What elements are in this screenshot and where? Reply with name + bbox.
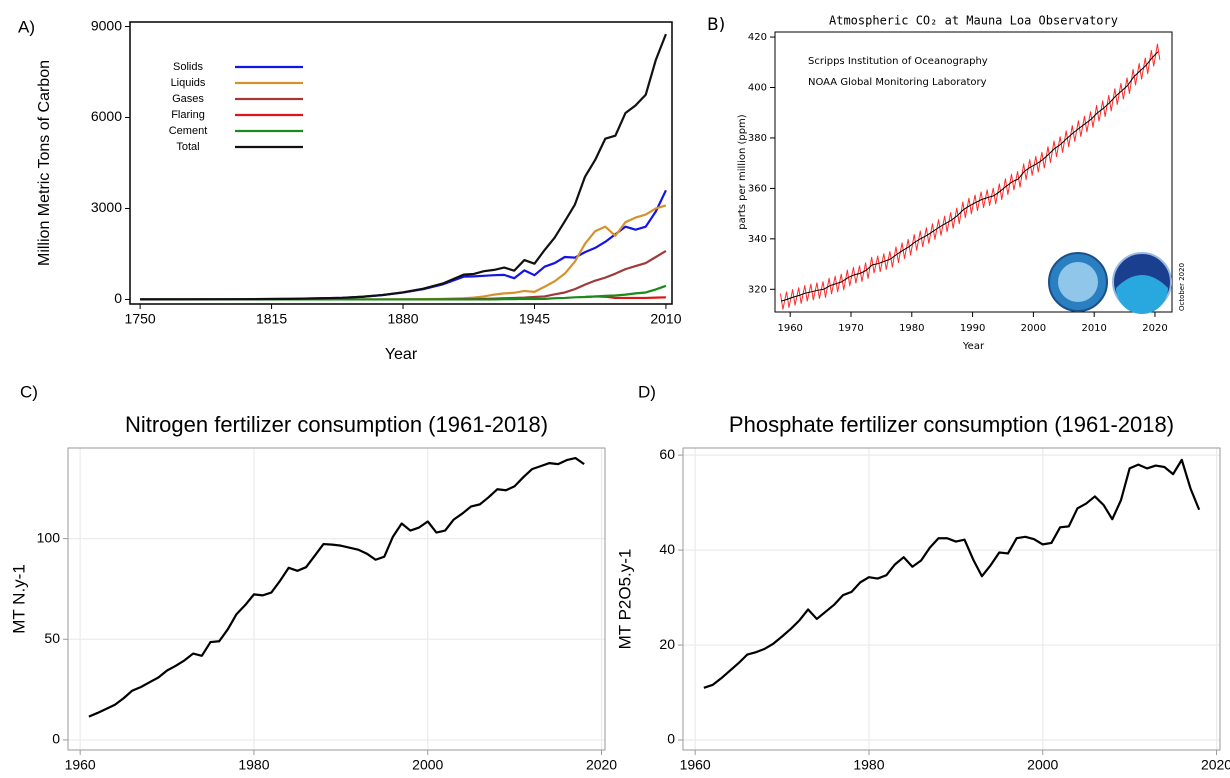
y-tick-label: 400 (748, 82, 767, 93)
data-line (779, 43, 1161, 310)
noaa-logos (1048, 252, 1172, 314)
legend-label: Solids (173, 61, 203, 73)
legend-label: Flaring (171, 109, 205, 121)
y-axis-label: parts per million (ppm) (737, 114, 748, 230)
y-tick-label: 0 (52, 731, 60, 747)
x-tick-label: 2010 (1081, 323, 1106, 334)
y-tick-label: 0 (667, 731, 675, 747)
y-tick-label: 100 (37, 529, 61, 545)
annotation: NOAA Global Monitoring Laboratory (808, 77, 987, 88)
y-tick-label: 320 (748, 284, 767, 295)
x-tick-label: 2010 (650, 311, 681, 327)
annotation: Scripps Institution of Oceanography (808, 56, 988, 67)
x-tick-label: 1880 (387, 311, 418, 327)
panel: C) Nitrogen fertilizer consumption (1961-… (9, 382, 617, 772)
noaa-logo-wave (1116, 275, 1168, 314)
plot-frame (67, 447, 606, 751)
y-axis-label: MT N.y-1 (9, 564, 28, 634)
y-tick-label: 60 (659, 446, 675, 462)
panel: A) 1750 1815 1880 1945 2010 0 3000 6000 9000 Milli… (18, 17, 682, 363)
legend-label: Liquids (171, 77, 206, 89)
y-tick-label: 40 (659, 541, 675, 557)
x-tick-label: 1945 (519, 311, 550, 327)
y-tick-label: 50 (44, 630, 60, 646)
x-tick-label: 2020 (586, 757, 617, 773)
y-tick-label: 360 (748, 183, 767, 194)
legend-label: Cement (169, 125, 208, 137)
panel-label: B) (707, 15, 725, 35)
plot-frame (129, 21, 673, 305)
x-tick-label: 1960 (680, 757, 711, 773)
x-tick-label: 2000 (1021, 323, 1046, 334)
x-tick-label: 1815 (256, 311, 287, 327)
x-tick-label: 2020 (1201, 757, 1230, 773)
data-line (703, 458, 1201, 689)
plot-frame (774, 31, 1173, 313)
scripps-logo-inner (1058, 262, 1098, 302)
chart-title: Atmospheric CO₂ at Mauna Loa Observatory (829, 14, 1118, 28)
data-line (140, 284, 667, 301)
annotation: October 2020 (1178, 263, 1186, 311)
y-tick-label: 3000 (91, 199, 122, 215)
panel-label: C) (20, 382, 38, 401)
y-tick-label: 6000 (91, 108, 122, 124)
x-tick-label: 2000 (412, 757, 443, 773)
x-tick-label: 2020 (1142, 323, 1167, 334)
panel: D) Phosphate fertilizer consumption (1961… (615, 382, 1230, 772)
plot-frame (682, 447, 1221, 751)
x-tick-label: 1980 (899, 323, 924, 334)
x-tick-label: 1970 (838, 323, 863, 334)
y-tick-label: 9000 (91, 17, 122, 33)
chart-title: Phosphate fertilizer consumption (1961-2… (729, 412, 1174, 437)
x-tick-label: 1960 (777, 323, 802, 334)
x-tick-label: 1980 (238, 757, 269, 773)
y-tick-label: 0 (114, 290, 122, 306)
panel: B) Atmospheric CO₂ at Mauna Loa Observato… (707, 14, 1186, 353)
data-line (780, 51, 1159, 302)
panel-label: A) (18, 17, 35, 36)
x-tick-label: 2000 (1027, 757, 1058, 773)
data-line (88, 456, 585, 718)
x-axis-label: Year (962, 341, 985, 352)
data-line (140, 33, 667, 301)
x-axis-label: Year (385, 346, 418, 363)
x-tick-label: 1960 (65, 757, 96, 773)
x-tick-label: 1990 (960, 323, 985, 334)
chart-title: Nitrogen fertilizer consumption (1961-20… (125, 412, 548, 437)
legend-label: Total (176, 141, 199, 153)
y-tick-label: 20 (659, 636, 675, 652)
y-tick-label: 380 (748, 133, 767, 144)
x-tick-label: 1980 (853, 757, 884, 773)
y-tick-label: 420 (748, 32, 767, 43)
y-axis-label: Million Metric Tons of Carbon (36, 60, 53, 266)
x-tick-label: 1750 (125, 311, 156, 327)
y-axis-label: MT P2O5.y-1 (615, 549, 634, 650)
legend-label: Gases (172, 93, 204, 105)
panel-label: D) (638, 382, 656, 401)
y-tick-label: 340 (748, 234, 767, 245)
